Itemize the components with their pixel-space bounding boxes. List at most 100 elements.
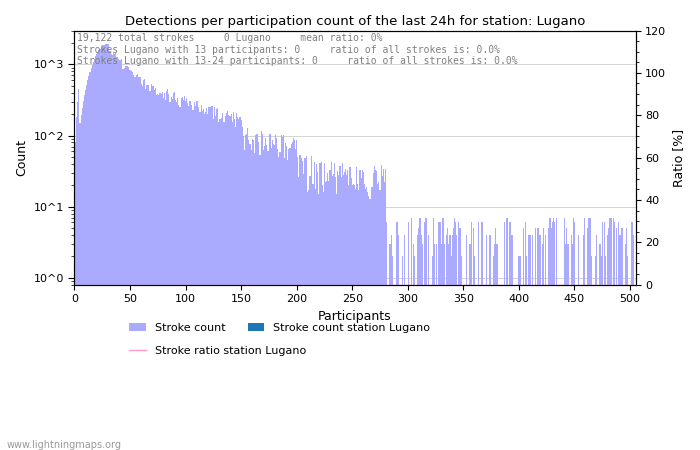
- Bar: [438, 222, 440, 450]
- Bar: [426, 218, 427, 450]
- Bar: [554, 222, 555, 450]
- Bar: [182, 97, 183, 450]
- Bar: [389, 244, 391, 450]
- Bar: [496, 244, 497, 450]
- Bar: [284, 158, 285, 450]
- Bar: [172, 99, 173, 450]
- Bar: [213, 119, 214, 450]
- Bar: [90, 68, 92, 450]
- Bar: [147, 85, 148, 450]
- Bar: [267, 151, 268, 450]
- Bar: [104, 45, 105, 450]
- Bar: [631, 222, 633, 450]
- Bar: [273, 144, 274, 450]
- Bar: [276, 139, 277, 450]
- Bar: [243, 136, 244, 450]
- Bar: [202, 111, 203, 450]
- Bar: [169, 102, 171, 450]
- Bar: [252, 139, 253, 450]
- Bar: [316, 164, 317, 450]
- Bar: [264, 146, 265, 450]
- Bar: [340, 166, 341, 450]
- Bar: [396, 222, 398, 450]
- Bar: [152, 86, 153, 450]
- Bar: [102, 46, 103, 450]
- Bar: [107, 44, 108, 450]
- Bar: [550, 218, 551, 450]
- Bar: [567, 244, 568, 450]
- Bar: [525, 222, 526, 450]
- Bar: [272, 140, 273, 450]
- Bar: [324, 163, 325, 450]
- Bar: [532, 235, 533, 450]
- Bar: [247, 128, 248, 450]
- Bar: [279, 153, 281, 450]
- Bar: [165, 99, 166, 450]
- Bar: [277, 149, 279, 450]
- Bar: [271, 148, 272, 450]
- Bar: [519, 256, 521, 450]
- Bar: [414, 256, 415, 450]
- Bar: [455, 222, 456, 450]
- Bar: [166, 90, 167, 450]
- Bar: [135, 77, 136, 450]
- Bar: [283, 135, 284, 450]
- Bar: [556, 218, 557, 450]
- Bar: [195, 106, 196, 450]
- Bar: [444, 244, 445, 450]
- Bar: [608, 228, 610, 450]
- Bar: [568, 244, 570, 450]
- Bar: [235, 127, 236, 450]
- Bar: [470, 222, 472, 450]
- Bar: [111, 54, 112, 450]
- Bar: [234, 119, 235, 450]
- Bar: [363, 172, 364, 450]
- Bar: [375, 170, 376, 450]
- Bar: [398, 235, 400, 450]
- Bar: [76, 117, 77, 450]
- Stroke ratio station Lugano: [631, 282, 640, 288]
- Stroke ratio station Lugano: [71, 282, 80, 288]
- Bar: [188, 106, 190, 450]
- Bar: [163, 98, 164, 450]
- Bar: [266, 145, 267, 450]
- Bar: [139, 77, 141, 450]
- Bar: [255, 135, 256, 450]
- Bar: [86, 85, 88, 450]
- Bar: [326, 181, 328, 450]
- Bar: [281, 136, 283, 450]
- Bar: [343, 175, 344, 450]
- Bar: [417, 235, 419, 450]
- Bar: [160, 94, 162, 450]
- Bar: [178, 105, 179, 450]
- Bar: [245, 135, 246, 450]
- Bar: [384, 182, 385, 450]
- Bar: [353, 184, 354, 450]
- Bar: [622, 228, 623, 450]
- Legend: Stroke ratio station Lugano: Stroke ratio station Lugano: [125, 342, 311, 360]
- Bar: [254, 153, 255, 450]
- Bar: [131, 71, 132, 450]
- Bar: [294, 140, 295, 450]
- Bar: [96, 54, 97, 450]
- Bar: [321, 162, 322, 450]
- Bar: [84, 95, 85, 450]
- Bar: [564, 218, 565, 450]
- Bar: [196, 101, 197, 450]
- Bar: [122, 69, 124, 450]
- Bar: [618, 222, 620, 450]
- Bar: [304, 158, 305, 450]
- Bar: [599, 244, 601, 450]
- Bar: [309, 176, 311, 450]
- Bar: [118, 59, 120, 450]
- Bar: [307, 192, 309, 450]
- Bar: [453, 228, 454, 450]
- Bar: [529, 235, 531, 450]
- Bar: [346, 175, 347, 450]
- Bar: [587, 228, 589, 450]
- Bar: [248, 140, 249, 450]
- Bar: [156, 95, 158, 450]
- Bar: [183, 100, 184, 450]
- Bar: [493, 256, 494, 450]
- Bar: [330, 162, 332, 450]
